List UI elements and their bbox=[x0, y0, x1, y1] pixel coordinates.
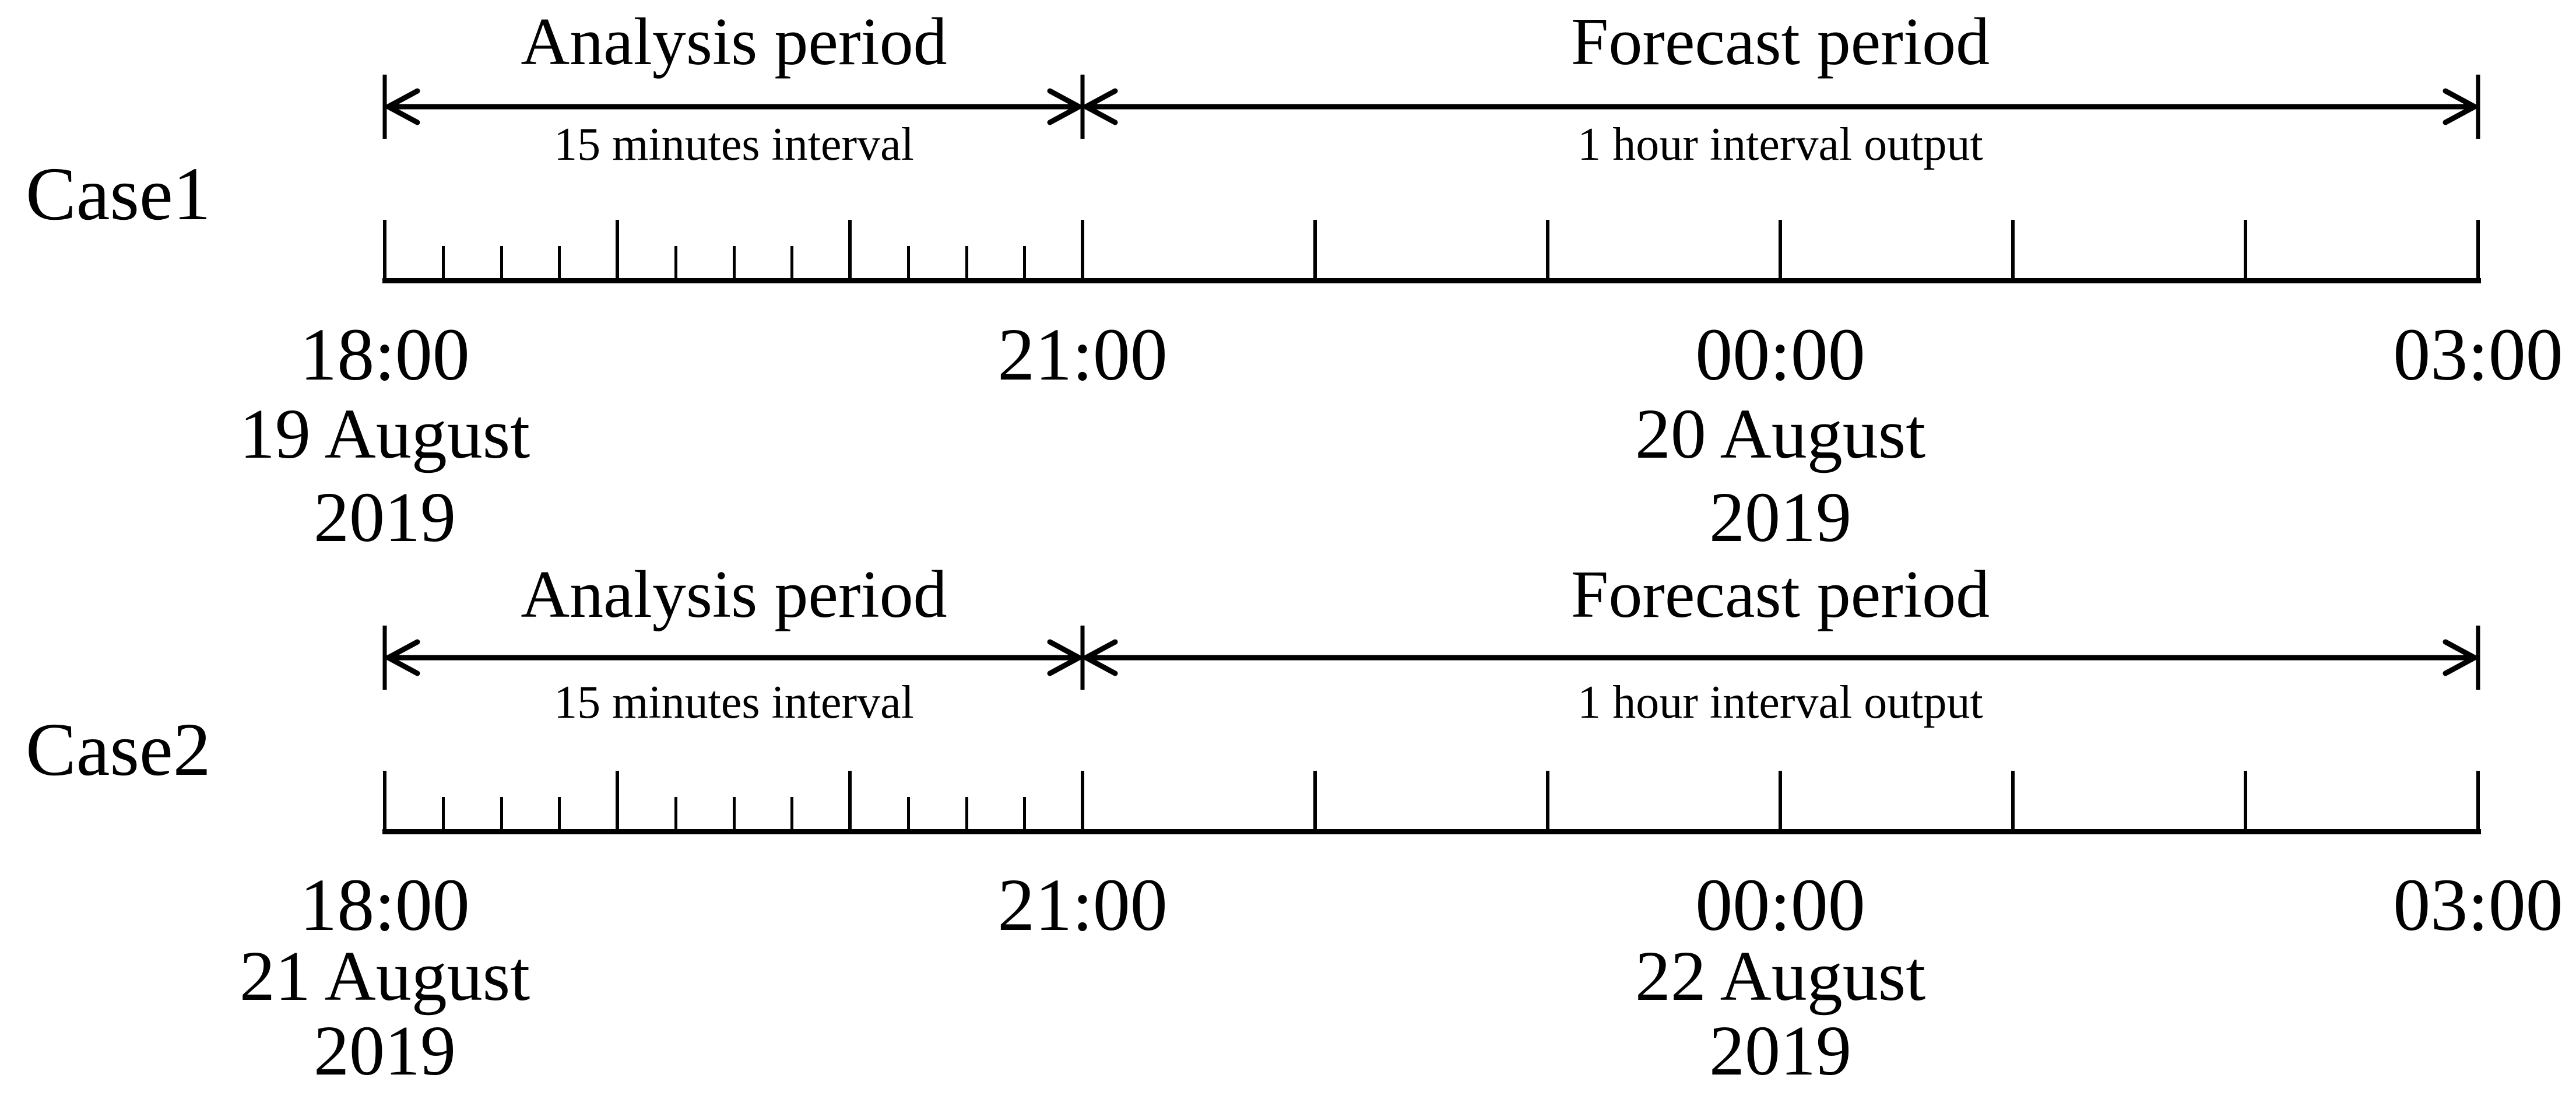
quarter-hour-tick bbox=[965, 246, 968, 280]
case2-dimension-arrows bbox=[382, 626, 2480, 690]
forecast-left-arrowhead-icon bbox=[1083, 639, 1118, 676]
hour-tick bbox=[848, 771, 852, 831]
hour-tick bbox=[1546, 771, 1549, 831]
case2-analysis-interval-label: 15 minutes interval bbox=[554, 677, 914, 728]
case1-forecast-period-title: Forecast period bbox=[1570, 5, 1990, 79]
timeline-baseline bbox=[382, 829, 2481, 834]
case1-label: Case1 bbox=[26, 152, 211, 236]
forecast-right-arrowhead-icon bbox=[2443, 88, 2477, 125]
timeline-baseline bbox=[382, 278, 2481, 283]
case2-time-label-midnight: 00:00 bbox=[1695, 863, 1865, 946]
quarter-hour-tick bbox=[1023, 246, 1027, 280]
hour-tick bbox=[2244, 771, 2247, 831]
hour-tick bbox=[1081, 220, 1084, 280]
hour-tick bbox=[2011, 220, 2015, 280]
hour-tick bbox=[1779, 220, 1782, 280]
hour-tick bbox=[616, 220, 619, 280]
quarter-hour-tick bbox=[1023, 797, 1027, 831]
hour-tick bbox=[1081, 771, 1084, 831]
hour-tick bbox=[848, 220, 852, 280]
hour-tick bbox=[1313, 771, 1317, 831]
quarter-hour-tick bbox=[441, 797, 445, 831]
case2-timeline-axis bbox=[0, 771, 2576, 836]
hour-tick bbox=[383, 220, 386, 280]
case2-start-date-year: 2019 bbox=[314, 1012, 456, 1090]
quarter-hour-tick bbox=[790, 797, 794, 831]
case2-midnight-date: 22 August bbox=[1635, 937, 1926, 1016]
case1-start-date: 19 August bbox=[239, 395, 530, 473]
case1-timeline-axis bbox=[0, 220, 2576, 285]
case1-midnight-date-year: 2019 bbox=[1709, 478, 1851, 557]
case2-forecast-period-title: Forecast period bbox=[1570, 557, 1990, 632]
forecast-right-arrowhead-icon bbox=[2443, 639, 2477, 676]
case2-midnight-date-year: 2019 bbox=[1709, 1012, 1851, 1090]
hour-tick bbox=[1313, 220, 1317, 280]
case1-time-label-end: 03:00 bbox=[2393, 313, 2563, 396]
quarter-hour-tick bbox=[906, 797, 910, 831]
quarter-hour-tick bbox=[732, 797, 736, 831]
analysis-left-arrowhead-icon bbox=[385, 88, 420, 125]
analysis-left-arrowhead-icon bbox=[385, 639, 420, 676]
hour-tick bbox=[616, 771, 619, 831]
hour-tick bbox=[2476, 220, 2480, 280]
quarter-hour-tick bbox=[500, 246, 503, 280]
case1-analysis-interval-label: 15 minutes interval bbox=[554, 119, 914, 170]
analysis-right-arrowhead-icon bbox=[1047, 639, 1082, 676]
quarter-hour-tick bbox=[558, 797, 561, 831]
hour-tick bbox=[2011, 771, 2015, 831]
forecast-left-arrowhead-icon bbox=[1083, 88, 1118, 125]
case1-time-label-analysis-end: 21:00 bbox=[997, 313, 1168, 396]
analysis-right-arrowhead-icon bbox=[1047, 88, 1082, 125]
case2-analysis-period-title: Analysis period bbox=[521, 557, 947, 632]
quarter-hour-tick bbox=[674, 797, 677, 831]
quarter-hour-tick bbox=[906, 246, 910, 280]
case2-time-label-start: 18:00 bbox=[300, 863, 470, 946]
case2-time-label-end: 03:00 bbox=[2393, 863, 2563, 946]
case1-start-date-year: 2019 bbox=[314, 478, 456, 557]
case2-start-date: 21 August bbox=[239, 937, 530, 1016]
quarter-hour-tick bbox=[558, 246, 561, 280]
case2-label: Case2 bbox=[26, 708, 211, 792]
quarter-hour-tick bbox=[732, 246, 736, 280]
quarter-hour-tick bbox=[674, 246, 677, 280]
quarter-hour-tick bbox=[500, 797, 503, 831]
case1-time-label-midnight: 00:00 bbox=[1695, 313, 1865, 396]
case2-time-label-analysis-end: 21:00 bbox=[997, 863, 1168, 946]
case2-forecast-interval-label: 1 hour interval output bbox=[1577, 677, 1983, 728]
hour-tick bbox=[383, 771, 386, 831]
hour-tick bbox=[1779, 771, 1782, 831]
case1-forecast-interval-label: 1 hour interval output bbox=[1577, 119, 1983, 170]
hour-tick bbox=[1546, 220, 1549, 280]
hour-tick bbox=[2244, 220, 2247, 280]
case1-midnight-date: 20 August bbox=[1635, 395, 1926, 473]
quarter-hour-tick bbox=[441, 246, 445, 280]
case1-analysis-period-title: Analysis period bbox=[521, 5, 947, 79]
case1-dimension-arrows bbox=[382, 75, 2480, 139]
hour-tick bbox=[2476, 771, 2480, 831]
quarter-hour-tick bbox=[790, 246, 794, 280]
case1-time-label-start: 18:00 bbox=[300, 313, 470, 396]
quarter-hour-tick bbox=[965, 797, 968, 831]
